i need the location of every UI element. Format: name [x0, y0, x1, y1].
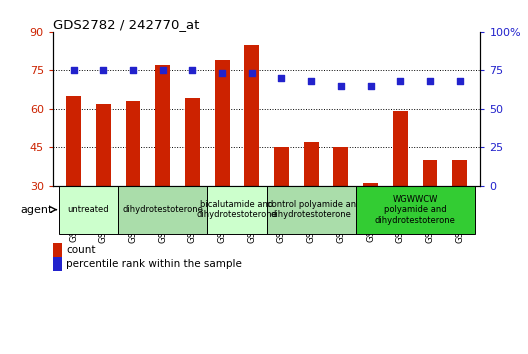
- Bar: [185, 98, 200, 185]
- Point: [158, 68, 167, 73]
- Bar: [215, 60, 230, 185]
- Bar: [267, 185, 356, 234]
- Point: [129, 68, 137, 73]
- Point: [188, 68, 196, 73]
- Bar: [66, 96, 81, 185]
- Bar: [422, 160, 437, 185]
- Point: [277, 75, 286, 81]
- Point: [99, 68, 108, 73]
- Point: [366, 83, 375, 88]
- Bar: [452, 160, 467, 185]
- Bar: [274, 147, 289, 185]
- Bar: [96, 104, 111, 185]
- Point: [248, 70, 256, 76]
- Bar: [356, 185, 475, 234]
- Bar: [393, 111, 408, 185]
- Bar: [334, 147, 348, 185]
- Text: control polyamide an
dihydrotestoterone: control polyamide an dihydrotestoterone: [267, 200, 356, 219]
- Point: [69, 68, 78, 73]
- Point: [396, 78, 404, 84]
- Point: [218, 70, 227, 76]
- Bar: [363, 183, 378, 185]
- Bar: [304, 142, 318, 185]
- Text: dihydrotestoterone: dihydrotestoterone: [122, 205, 203, 214]
- Bar: [126, 101, 140, 185]
- Text: WGWWCW
polyamide and
dihydrotestoterone: WGWWCW polyamide and dihydrotestoterone: [375, 195, 456, 224]
- Bar: [155, 65, 170, 185]
- Point: [307, 78, 315, 84]
- Text: untreated: untreated: [68, 205, 109, 214]
- Bar: [244, 45, 259, 185]
- Point: [426, 78, 434, 84]
- Point: [456, 78, 464, 84]
- Text: GDS2782 / 242770_at: GDS2782 / 242770_at: [53, 18, 199, 31]
- Text: percentile rank within the sample: percentile rank within the sample: [66, 259, 242, 269]
- Point: [337, 83, 345, 88]
- Bar: [207, 185, 267, 234]
- Text: bicalutamide and
dihydrotestoterone: bicalutamide and dihydrotestoterone: [196, 200, 277, 219]
- Bar: [118, 185, 207, 234]
- Text: count: count: [66, 245, 96, 255]
- Text: agent: agent: [21, 205, 53, 215]
- Bar: [59, 185, 118, 234]
